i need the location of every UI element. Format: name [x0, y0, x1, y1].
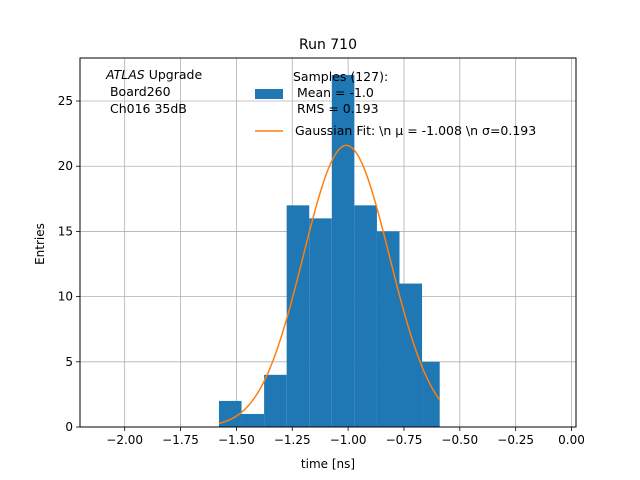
legend-samples-label: Samples (127):	[293, 69, 388, 84]
x-tick-label: 0.00	[558, 433, 585, 447]
annotation-atlas: ATLAS	[105, 67, 145, 82]
histogram-bar	[376, 231, 400, 427]
y-tick-label: 25	[58, 94, 73, 108]
y-tick-label: 10	[58, 290, 73, 304]
atlas-annotation: ATLAS Upgrade Board260 Ch016 35dB	[105, 67, 202, 116]
x-tick-label: −1.75	[162, 433, 199, 447]
x-tick-label: −1.50	[218, 433, 255, 447]
x-tick-label: −1.25	[274, 433, 311, 447]
histogram-bar	[354, 205, 377, 427]
legend-mean-label: Mean = -1.0	[293, 85, 374, 100]
gaussian-fit-curve	[218, 144, 441, 425]
y-tick-label: 0	[65, 420, 73, 434]
y-tick-label: 20	[58, 159, 73, 173]
x-tick-label: −0.50	[441, 433, 478, 447]
x-tick-label: −0.25	[497, 433, 534, 447]
annotation-board: Board260	[106, 84, 171, 99]
x-axis-ticks: −2.00 −1.75 −1.50 −1.25 −1.00 −0.75 −0.50 −0.25…	[106, 427, 585, 447]
annotation-line-1: ATLAS Upgrade	[105, 67, 202, 82]
annotation-upgrade: Upgrade	[145, 67, 203, 82]
legend: Samples (127): Mean = -1.0 RMS = 0.193 G…	[255, 69, 536, 138]
x-tick-label: −0.75	[386, 433, 423, 447]
histogram-bars	[218, 74, 440, 427]
legend-histogram-swatch	[255, 89, 283, 99]
histogram-bar	[264, 374, 287, 427]
histogram-bar	[309, 218, 332, 427]
y-axis-ticks: 0 5 10 15 20 25	[58, 94, 80, 434]
axes-frame	[79, 57, 577, 428]
legend-fit-label: Gaussian Fit: \n μ = -1.008 \n σ=0.193	[295, 123, 536, 138]
y-axis-label: Entries	[33, 223, 47, 265]
x-tick-label: −2.00	[106, 433, 143, 447]
histogram-bar	[241, 413, 265, 427]
histogram-bar	[286, 205, 310, 427]
x-axis-label: time [ns]	[301, 457, 355, 471]
histogram-bar	[331, 74, 355, 427]
x-tick-label: −1.00	[330, 433, 367, 447]
y-tick-label: 15	[58, 224, 73, 238]
annotation-channel: Ch016 35dB	[106, 101, 187, 116]
legend-rms-label: RMS = 0.193	[293, 101, 379, 116]
histogram-bar	[399, 283, 423, 427]
histogram-bar	[218, 400, 242, 427]
y-tick-label: 5	[65, 355, 73, 369]
chart-title: Run 710	[299, 37, 357, 53]
